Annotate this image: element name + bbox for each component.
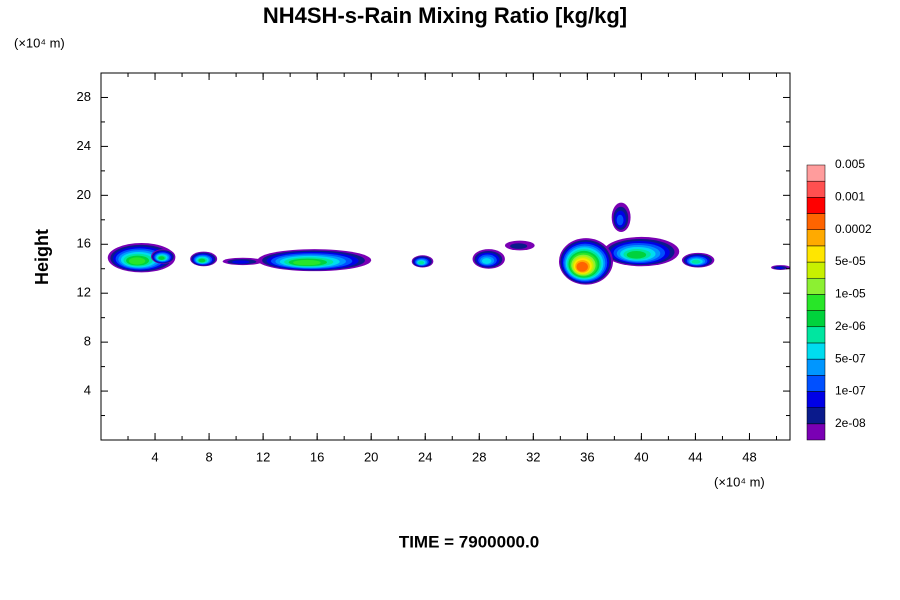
x-tick-label: 28: [472, 449, 486, 464]
plot-frame: [100, 72, 791, 441]
colorbar-swatch: [806, 342, 826, 360]
colorbar-swatch: [806, 261, 826, 279]
y-tick-label: 16: [77, 236, 91, 251]
x-unit: (×10⁴ m): [714, 474, 765, 489]
colorbar-swatch: [806, 245, 826, 263]
chart-title: NH4SH-s-Rain Mixing Ratio [kg/kg]: [263, 3, 627, 28]
x-tick-label: 8: [205, 449, 212, 464]
contour-level: [775, 266, 784, 269]
colorbar-swatch: [806, 277, 826, 295]
colorbar-swatch: [806, 358, 826, 376]
colorbar-swatch: [806, 375, 826, 392]
colorbar-label: 0.001: [835, 190, 865, 204]
x-tick-label: 40: [634, 449, 648, 464]
contour-level: [616, 214, 624, 226]
x-tick-label: 48: [742, 449, 756, 464]
contour-level: [510, 243, 528, 249]
contour-field: [107, 202, 790, 285]
contour-level: [418, 261, 425, 265]
y-tick-label: 24: [77, 138, 91, 153]
colorbar-swatch: [806, 407, 826, 425]
contour-level: [293, 259, 321, 266]
x-tick-label: 20: [364, 449, 378, 464]
colorbar-label: 1e-05: [835, 287, 866, 301]
contour-level: [198, 258, 206, 263]
y-tick-label: 28: [77, 89, 91, 104]
contour-level: [626, 251, 647, 259]
x-tick-label: 4: [151, 449, 158, 464]
colorbar-label: 0.0002: [835, 222, 872, 236]
colorbar-swatch: [806, 180, 826, 198]
colorbar-label: 5e-05: [835, 254, 866, 268]
y-axis-label: Height: [32, 229, 52, 285]
y-tick-label: 20: [77, 187, 91, 202]
contour-level: [128, 257, 146, 265]
colorbar-swatch: [806, 164, 826, 182]
colorbar-label: 1e-07: [835, 384, 866, 398]
colorbar-swatch: [806, 310, 826, 328]
colorbar-swatch: [806, 294, 826, 311]
colorbar-label: 5e-07: [835, 351, 866, 365]
colorbar-swatch: [806, 229, 826, 247]
y-tick-label: 4: [84, 383, 91, 398]
contour-level: [481, 258, 492, 264]
colorbar-swatch: [806, 197, 826, 214]
colorbar-swatch: [806, 391, 826, 408]
contour-level: [576, 261, 588, 272]
y-unit: (×10⁴ m): [14, 35, 65, 50]
time-annotation: TIME = 7900000.0: [399, 532, 539, 551]
x-tick-label: 44: [688, 449, 702, 464]
x-tick-label: 16: [310, 449, 324, 464]
contour-level: [158, 256, 165, 260]
y-tick-label: 12: [77, 285, 91, 300]
colorbar-label: 2e-08: [835, 416, 866, 430]
x-tick-label: 36: [580, 449, 594, 464]
colorbar-swatch: [806, 213, 826, 230]
colorbar-label: 2e-06: [835, 319, 866, 333]
colorbar-label: 0.005: [835, 157, 865, 171]
y-tick-label: 8: [84, 334, 91, 349]
contour-level: [232, 260, 250, 264]
colorbar-swatch: [806, 326, 826, 344]
x-tick-label: 32: [526, 449, 540, 464]
colorbar-swatch: [806, 423, 826, 441]
x-tick-label: 12: [256, 449, 270, 464]
x-tick-label: 24: [418, 449, 432, 464]
contour-level: [691, 259, 701, 264]
